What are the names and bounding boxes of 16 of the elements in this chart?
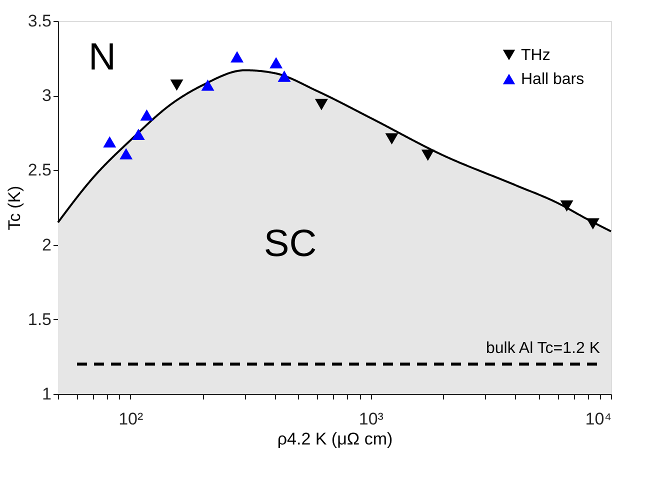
ref-line-label: bulk Al Tc=1.2 K [486,340,600,358]
y-tick-label: 1.5 [28,310,52,329]
x-tick-label: 10⁴ [585,410,612,428]
legend-label: Hall bars [521,71,584,88]
annotation: SC [264,222,317,265]
x-axis-title: ρ4.2 K (μΩ cm) [277,430,393,448]
annotation: N [88,36,116,78]
y-tick-label: 1 [42,384,52,404]
y-tick-label: 3.5 [28,12,52,30]
y-tick-label: 3 [42,86,52,106]
x-tick-label: 10³ [358,410,384,428]
y-tick-label: 2.5 [28,160,52,180]
y-tick-label: 2 [42,235,52,254]
legend-label: THz [521,47,550,64]
x-tick-label: 10² [118,410,144,428]
y-axis-title: Tc (K) [4,186,24,230]
